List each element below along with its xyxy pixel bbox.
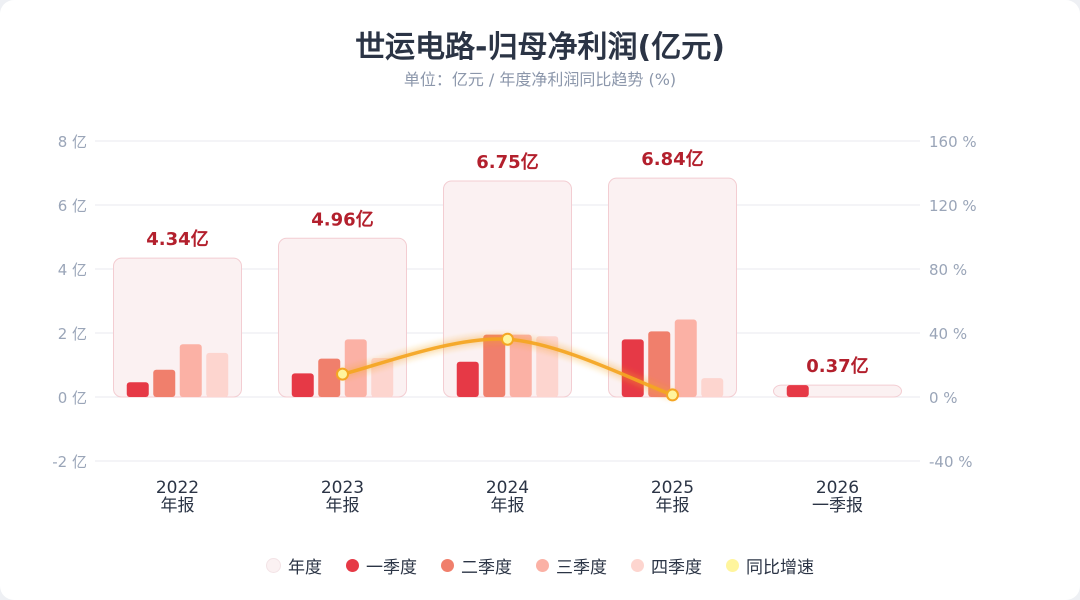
x-tick-year: 2022 [156,478,199,498]
y-right-tick-label: -40 % [929,453,973,471]
q2-bar [153,369,176,397]
y-left-tick-label: -2 亿 [52,453,87,471]
legend-label: 四季度 [651,558,702,578]
chart-title: 世运电路-归母净利润(亿元) [355,30,725,65]
legend-swatch [441,559,454,572]
legend-item-q3[interactable]: 三季度 [536,553,607,578]
q4-bar [206,352,229,397]
y-right-tick-label: 120 % [929,197,977,215]
annual-value-label: 4.34亿 [146,228,208,250]
q1-bar [291,373,314,397]
y-left-tick-label: 6 亿 [58,197,87,215]
y-left-tick-label: 0 亿 [58,389,87,407]
x-tick-period: 年报 [656,496,690,516]
q4-bar [371,357,394,397]
x-tick-period: 年报 [161,496,195,516]
legend-label: 一季度 [366,558,417,578]
y-right-tick-label: 40 % [929,325,967,343]
q3-bar [179,344,202,397]
q2-bar [648,331,671,397]
x-tick-year: 2024 [486,478,529,498]
q3-bar [509,334,532,397]
q2-bar [483,334,506,397]
legend-item-q1[interactable]: 一季度 [346,553,417,578]
yoy-point [501,332,514,346]
x-tick-year: 2026 [816,478,859,498]
q1-bar [456,361,479,397]
chart-legend: 年度 一季度 二季度 三季度 四季度 同比增速 [0,553,1080,578]
y-left-tick-label: 4 亿 [58,261,87,279]
x-tick-year: 2023 [321,478,364,498]
yoy-point [666,388,679,402]
q1-bar [786,385,809,397]
q1-bar [126,382,149,397]
annual-value-label: 6.75亿 [476,151,538,173]
legend-swatch [266,558,281,573]
legend-item-annual[interactable]: 年度 [266,553,322,578]
x-tick-year: 2025 [651,478,694,498]
legend-swatch [631,559,644,572]
y-right-tick-label: 160 % [929,133,977,151]
yoy-point [336,367,349,381]
q4-bar [536,336,559,397]
legend-swatch [346,559,359,572]
q4-bar [701,378,724,397]
x-tick-period: 年报 [326,496,360,516]
y-right-tick-label: 0 % [929,389,958,407]
y-left-tick-label: 2 亿 [58,325,87,343]
q1-bar [621,339,644,397]
annual-bar [278,237,407,398]
chart-subtitle: 单位：亿元 / 年度净利润同比趋势 (%) [403,70,677,89]
legend-item-yoy[interactable]: 同比增速 [726,553,814,578]
x-tick-period: 年报 [491,496,525,516]
q2-bar [318,358,341,397]
legend-label: 三季度 [556,558,607,578]
x-tick-period: 一季报 [812,496,863,516]
legend-item-q2[interactable]: 二季度 [441,553,512,578]
q3-bar [344,339,367,397]
legend-label: 二季度 [461,558,512,578]
legend-swatch [726,559,739,572]
annual-value-label: 0.37亿 [806,355,868,377]
legend-item-q4[interactable]: 四季度 [631,553,702,578]
q3-bar [674,319,697,397]
legend-label: 同比增速 [746,558,814,578]
annual-value-label: 6.84亿 [641,148,703,170]
annual-value-label: 4.96亿 [311,208,373,230]
y-left-tick-label: 8 亿 [58,133,87,151]
legend-label: 年度 [288,558,322,578]
y-right-tick-label: 80 % [929,261,967,279]
legend-swatch [536,559,549,572]
